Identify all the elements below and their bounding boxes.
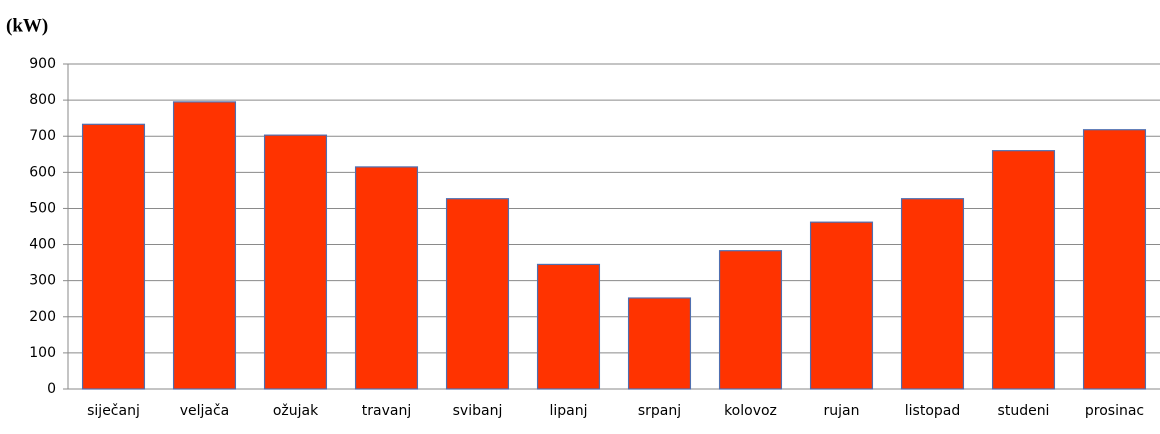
x-tick-label: prosinac [1085,403,1144,419]
y-tick-label: 100 [29,345,56,361]
y-tick-label: 500 [29,200,56,216]
y-tick-label: 700 [29,128,56,144]
x-tick-label: kolovoz [724,403,777,419]
y-axis-label: (kW) [6,15,48,36]
x-tick-label: veljača [180,403,230,419]
x-tick-label: studeni [998,403,1050,419]
bar [81,123,146,390]
bar [172,101,237,390]
bar [627,297,692,390]
bar [354,166,419,390]
y-tick-label: 200 [29,309,56,325]
bar [263,134,328,390]
y-tick-label: 400 [29,237,56,253]
bar [991,150,1056,390]
bar [1082,129,1147,390]
x-tick-label: listopad [905,403,960,419]
x-tick-label: siječanj [87,403,140,419]
y-tick-label: 900 [29,56,56,72]
y-tick-label: 600 [29,164,56,180]
x-tick-label: ožujak [273,403,319,419]
x-tick-label: svibanj [453,403,503,419]
bar [445,198,510,390]
bar [809,221,874,390]
y-tick-label: 800 [29,92,56,108]
bar [900,198,965,390]
x-tick-label: travanj [362,403,411,419]
x-tick-label: srpanj [638,403,681,419]
y-tick-label: 0 [47,381,56,397]
x-tick-label: rujan [824,403,860,419]
bar [718,250,783,390]
y-tick-label: 300 [29,273,56,289]
x-tick-label: lipanj [549,403,587,419]
bar [536,263,601,390]
